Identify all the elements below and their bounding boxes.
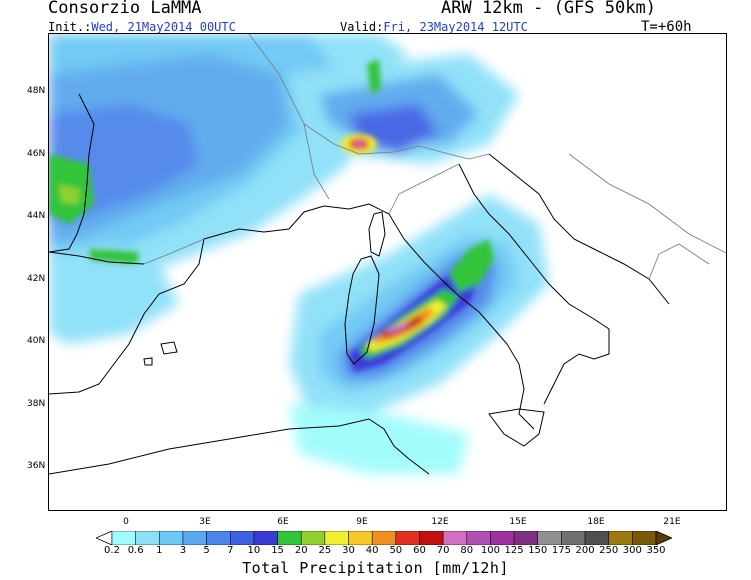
colorbar-tick-label: 0.2 — [104, 545, 120, 556]
colorbar-tick-label: 50 — [389, 545, 403, 556]
colorbar-segment — [300, 531, 326, 545]
colorbar-segment — [371, 531, 397, 545]
colorbar-tick-label: 150 — [528, 545, 548, 556]
colorbar-segment — [159, 531, 184, 545]
colorbar-segment — [348, 531, 373, 545]
colorbar-tick-label: 25 — [318, 545, 332, 556]
colorbar-segment — [395, 531, 420, 545]
colorbar-tick-label: 100 — [480, 545, 500, 556]
lon-label: 9E — [356, 517, 368, 527]
colorbar-segment — [490, 531, 515, 545]
lon-label: 18E — [587, 517, 605, 527]
lon-label: 3E — [199, 517, 211, 527]
lat-label: 42N — [27, 274, 46, 284]
map-canvas — [49, 34, 726, 475]
lon-label: 6E — [277, 517, 289, 527]
colorbar-tick-label: 5 — [203, 545, 210, 556]
colorbar-segment — [419, 531, 444, 545]
colorbar-tick-label: 350 — [646, 545, 666, 556]
colorbar-tick-label: 250 — [599, 545, 619, 556]
colorbar-segment — [324, 531, 349, 545]
lead-time: T=+60h — [641, 19, 692, 35]
lat-label: 36N — [27, 461, 46, 471]
colorbar-tick-label: 30 — [342, 545, 355, 556]
colorbar — [96, 531, 672, 545]
lon-label: 21E — [663, 517, 681, 527]
init-label: Init.: — [48, 20, 92, 34]
colorbar-tick-label: 7 — [227, 545, 234, 556]
colorbar-segment — [442, 531, 468, 545]
lat-label: 44N — [27, 211, 46, 221]
valid-time: Valid:Fri, 23May2014 12UTC — [340, 20, 528, 34]
lon-label: 0 — [123, 517, 129, 527]
colorbar-segment — [230, 531, 255, 545]
colorbar-tick-label: 40 — [365, 545, 379, 556]
colorbar-segment — [537, 531, 562, 545]
lon-label: 15E — [509, 517, 527, 527]
lat-label: 48N — [27, 86, 46, 96]
lat-label: 38N — [27, 399, 46, 409]
colorbar-arrow-high — [655, 531, 672, 545]
colorbar-segment — [632, 531, 657, 545]
colorbar-tick-label: 200 — [575, 545, 595, 556]
colorbar-tick-label: 1 — [156, 545, 163, 556]
colorbar-tick-label: 80 — [460, 545, 474, 556]
colorbar-tick-label: 175 — [551, 545, 571, 556]
colorbar-segment — [513, 531, 538, 545]
colorbar-tick-label: 300 — [622, 545, 642, 556]
colorbar-tick-label: 3 — [179, 545, 187, 556]
colorbar-title: Total Precipitation [mm/12h] — [242, 559, 509, 577]
colorbar-segment — [608, 531, 633, 545]
country-borders — [143, 34, 726, 280]
colorbar-arrow-low — [96, 531, 113, 545]
lon-label: 12E — [431, 517, 449, 527]
colorbar-segment — [135, 531, 160, 545]
init-value: Wed, 21May2014 00UTC — [91, 20, 236, 34]
colorbar-tick-label: 70 — [436, 545, 450, 556]
valid-value: Fri, 23May2014 12UTC — [383, 20, 528, 34]
precipitation-field — [49, 34, 549, 474]
colorbar-tick-label: 15 — [271, 545, 284, 556]
colorbar-tick-label: 60 — [413, 545, 426, 556]
model-title: ARW 12km - (GFS 50km) — [441, 0, 656, 18]
colorbar-tick-label: 0.6 — [127, 545, 144, 556]
colorbar-tick-label: 10 — [247, 545, 261, 556]
valid-label: Valid: — [340, 20, 384, 34]
colorbar-segment — [277, 531, 302, 545]
colorbar-segment — [584, 531, 609, 545]
colorbar-segment — [253, 531, 278, 545]
lat-label: 40N — [27, 336, 46, 346]
precipitation-map — [48, 33, 727, 511]
colorbar-segment — [561, 531, 586, 545]
colorbar-segment — [206, 531, 231, 545]
colorbar-tick-label: 20 — [294, 545, 308, 556]
colorbar-segment — [182, 531, 207, 545]
colorbar-segment — [466, 531, 491, 545]
colorbar-tick-label: 125 — [504, 545, 524, 556]
organization-title: Consorzio LaMMA — [48, 0, 202, 18]
colorbar-segment — [111, 531, 136, 545]
coastlines — [49, 93, 670, 475]
init-time: Init.:Wed, 21May2014 00UTC — [48, 20, 236, 34]
lat-label: 46N — [27, 149, 46, 159]
